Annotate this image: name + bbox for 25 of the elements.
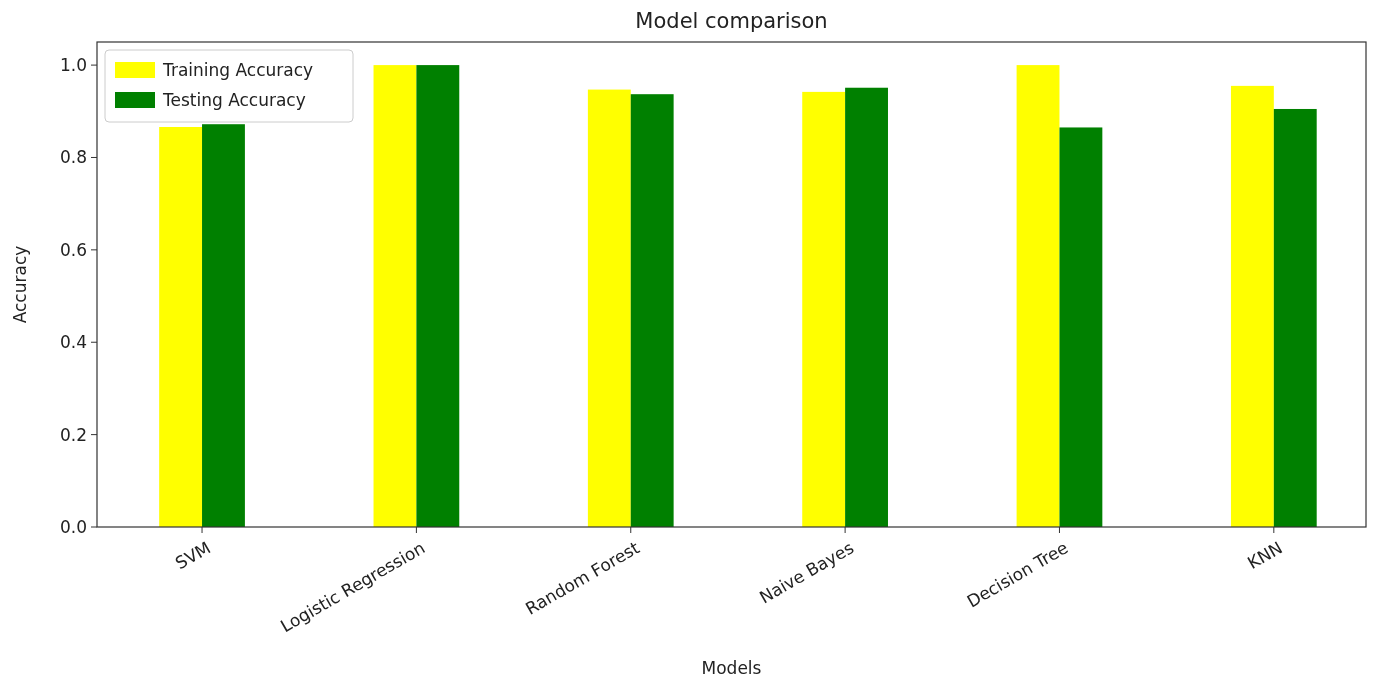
legend-label: Training Accuracy: [162, 59, 314, 80]
y-tick-label: 0.6: [59, 239, 87, 260]
x-axis-title: Models: [701, 658, 762, 678]
bar: [845, 87, 888, 527]
y-tick-label: 0.4: [59, 332, 87, 353]
bar: [373, 65, 417, 527]
bar: [202, 124, 245, 527]
x-tick-label: KNN: [1244, 537, 1286, 574]
y-tick-label: 0.0: [59, 516, 87, 537]
y-tick-label: 0.8: [59, 147, 87, 168]
y-tick-label: 1.0: [59, 55, 87, 76]
y-axis-title: Accuracy: [10, 245, 30, 324]
legend-label: Testing Accuracy: [162, 89, 306, 110]
bar: [1273, 108, 1317, 527]
chart-title: Model comparison: [635, 9, 828, 33]
bar: [416, 65, 460, 527]
y-tick-label: 0.2: [59, 424, 87, 445]
bar: [1230, 85, 1274, 527]
bar: [630, 94, 674, 527]
bar: [159, 126, 203, 527]
bar: [802, 91, 846, 527]
x-tick-label: SVM: [171, 537, 214, 574]
bar: [1059, 127, 1103, 527]
bar: [1016, 65, 1060, 527]
bar: [587, 89, 631, 527]
